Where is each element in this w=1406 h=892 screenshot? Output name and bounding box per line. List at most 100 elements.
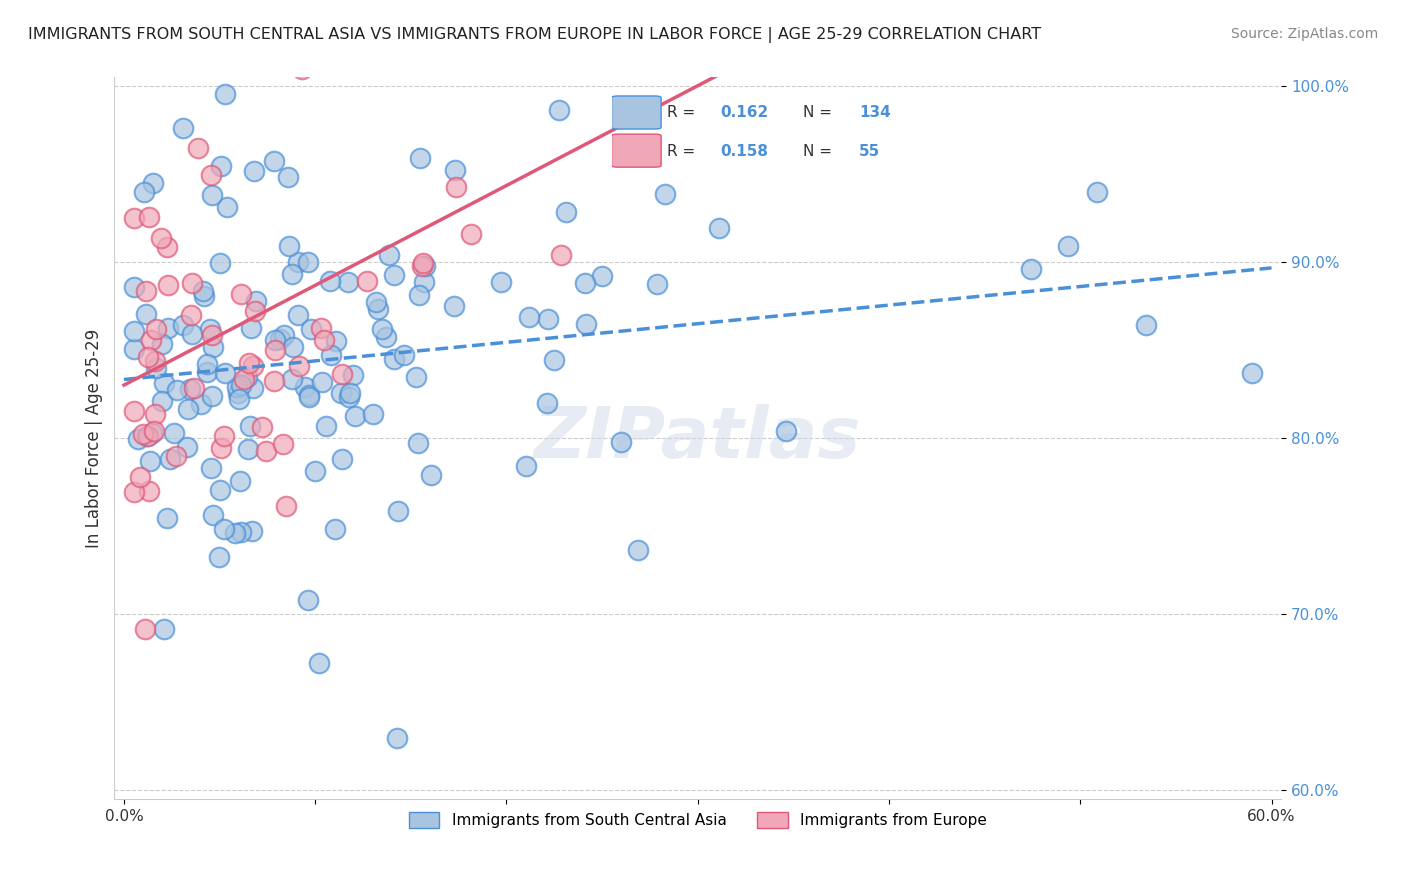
- Immigrants from South Central Asia: [315, 419, 337, 434]
- Immigrants from South Central Asia: [382, 268, 405, 282]
- Immigrants from South Central Asia: [122, 324, 145, 338]
- Text: N =: N =: [803, 144, 837, 159]
- Immigrants from Europe: [347, 44, 370, 58]
- Immigrants from South Central Asia: [138, 454, 160, 468]
- Immigrants from South Central Asia: [370, 322, 392, 336]
- Immigrants from South Central Asia: [329, 386, 352, 401]
- Immigrants from Europe: [136, 429, 159, 443]
- Immigrants from South Central Asia: [209, 483, 232, 497]
- Immigrants from South Central Asia: [543, 352, 565, 367]
- Immigrants from Europe: [143, 424, 166, 438]
- Immigrants from Europe: [135, 284, 157, 298]
- Immigrants from Europe: [200, 328, 222, 343]
- Text: R =: R =: [668, 144, 700, 159]
- Immigrants from Europe: [138, 483, 160, 498]
- Immigrants from South Central Asia: [1056, 239, 1078, 253]
- Immigrants from South Central Asia: [319, 274, 342, 288]
- Immigrants from Europe: [550, 248, 572, 262]
- Immigrants from South Central Asia: [297, 255, 319, 269]
- Immigrants from Europe: [134, 622, 156, 636]
- Immigrants from South Central Asia: [193, 285, 215, 299]
- Immigrants from South Central Asia: [287, 255, 309, 269]
- Immigrants from South Central Asia: [536, 396, 558, 410]
- Immigrants from Europe: [149, 230, 172, 244]
- Immigrants from Europe: [374, 44, 396, 58]
- Immigrants from South Central Asia: [337, 276, 360, 290]
- Immigrants from South Central Asia: [226, 380, 249, 394]
- Immigrants from South Central Asia: [200, 188, 222, 202]
- Immigrants from South Central Asia: [228, 392, 250, 406]
- Immigrants from South Central Asia: [152, 376, 174, 390]
- Immigrants from South Central Asia: [243, 164, 266, 178]
- Legend: Immigrants from South Central Asia, Immigrants from Europe: Immigrants from South Central Asia, Immi…: [402, 806, 993, 835]
- Immigrants from South Central Asia: [281, 372, 304, 386]
- Immigrants from Europe: [412, 256, 434, 270]
- Immigrants from South Central Asia: [150, 336, 173, 351]
- Immigrants from South Central Asia: [627, 542, 650, 557]
- Immigrants from Europe: [460, 227, 482, 241]
- Immigrants from South Central Asia: [208, 549, 231, 564]
- Immigrants from Europe: [200, 168, 222, 182]
- Immigrants from South Central Asia: [278, 239, 301, 253]
- Immigrants from South Central Asia: [361, 408, 384, 422]
- Immigrants from South Central Asia: [298, 388, 321, 402]
- Immigrants from South Central Asia: [574, 276, 596, 290]
- Y-axis label: In Labor Force | Age 25-29: In Labor Force | Age 25-29: [86, 328, 103, 548]
- Text: ZIPatlas: ZIPatlas: [534, 404, 862, 473]
- Immigrants from Europe: [155, 240, 177, 254]
- Immigrants from South Central Asia: [190, 397, 212, 411]
- Immigrants from South Central Asia: [299, 322, 322, 336]
- Immigrants from South Central Asia: [330, 452, 353, 467]
- Immigrants from South Central Asia: [181, 327, 204, 342]
- Text: N =: N =: [803, 105, 837, 120]
- Immigrants from South Central Asia: [153, 622, 176, 636]
- Immigrants from South Central Asia: [229, 475, 252, 489]
- Immigrants from South Central Asia: [405, 369, 427, 384]
- Immigrants from South Central Asia: [150, 394, 173, 409]
- Immigrants from Europe: [183, 381, 205, 395]
- Immigrants from South Central Asia: [555, 205, 578, 219]
- Text: Source: ZipAtlas.com: Source: ZipAtlas.com: [1230, 27, 1378, 41]
- Immigrants from Europe: [212, 429, 235, 443]
- Immigrants from South Central Asia: [515, 458, 537, 473]
- Immigrants from Europe: [356, 274, 378, 288]
- Immigrants from South Central Asia: [323, 522, 346, 536]
- Immigrants from South Central Asia: [311, 375, 333, 389]
- Immigrants from South Central Asia: [236, 369, 259, 384]
- Immigrants from Europe: [156, 277, 179, 292]
- Immigrants from Europe: [287, 359, 309, 373]
- Immigrants from South Central Asia: [269, 332, 291, 346]
- Immigrants from South Central Asia: [491, 275, 513, 289]
- Text: 0.162: 0.162: [720, 105, 768, 120]
- Immigrants from Europe: [254, 443, 277, 458]
- Immigrants from South Central Asia: [172, 120, 194, 135]
- Immigrants from South Central Asia: [412, 275, 434, 289]
- Immigrants from South Central Asia: [273, 328, 295, 343]
- Immigrants from South Central Asia: [157, 321, 180, 335]
- Immigrants from South Central Asia: [775, 424, 797, 438]
- Immigrants from South Central Asia: [294, 380, 316, 394]
- Immigrants from South Central Asia: [343, 409, 366, 423]
- Immigrants from South Central Asia: [198, 321, 221, 335]
- Immigrants from South Central Asia: [209, 256, 232, 270]
- Immigrants from South Central Asia: [156, 510, 179, 524]
- Immigrants from South Central Asia: [122, 279, 145, 293]
- Immigrants from South Central Asia: [342, 368, 364, 382]
- Immigrants from Europe: [132, 426, 155, 441]
- Immigrants from South Central Asia: [443, 299, 465, 313]
- Immigrants from South Central Asia: [1085, 185, 1108, 199]
- Immigrants from Europe: [411, 259, 433, 273]
- Immigrants from South Central Asia: [162, 426, 184, 441]
- Immigrants from South Central Asia: [166, 383, 188, 397]
- Immigrants from South Central Asia: [277, 169, 299, 184]
- Immigrants from South Central Asia: [1135, 318, 1157, 333]
- Immigrants from South Central Asia: [319, 348, 342, 362]
- Immigrants from Europe: [309, 320, 332, 334]
- Immigrants from South Central Asia: [364, 295, 387, 310]
- Immigrants from South Central Asia: [172, 318, 194, 333]
- Immigrants from South Central Asia: [263, 154, 285, 169]
- Immigrants from Europe: [271, 437, 294, 451]
- Immigrants from Europe: [312, 334, 335, 348]
- Immigrants from Europe: [250, 420, 273, 434]
- Immigrants from Europe: [122, 404, 145, 418]
